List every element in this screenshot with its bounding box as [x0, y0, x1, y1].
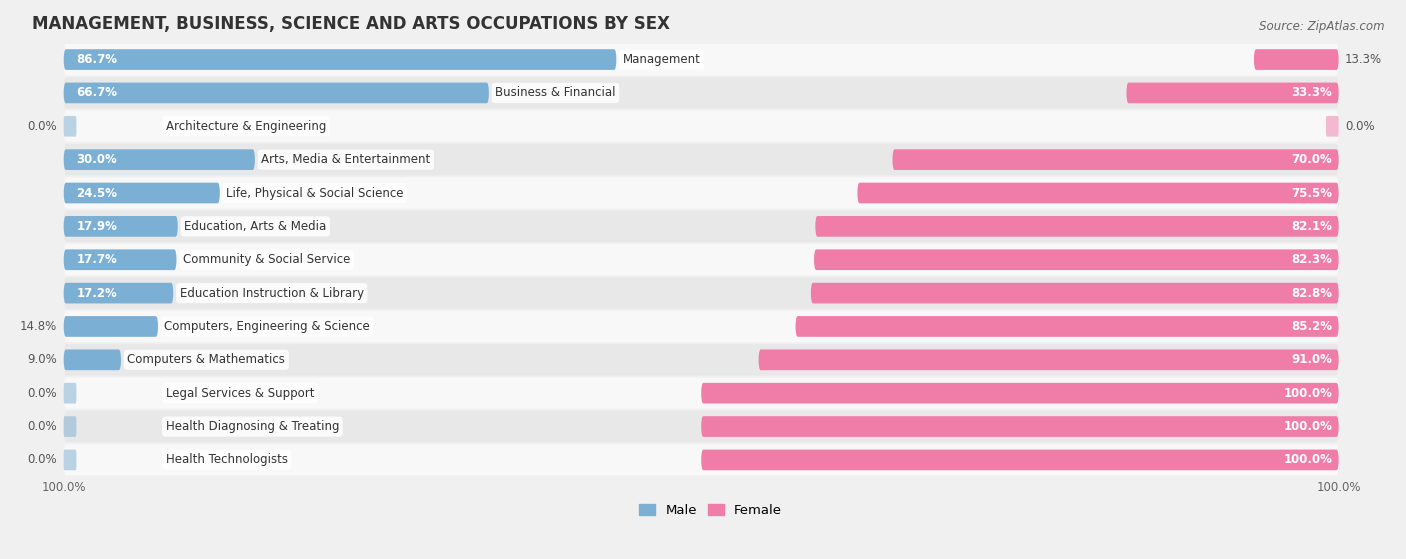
Text: 85.2%: 85.2% [1291, 320, 1333, 333]
FancyBboxPatch shape [63, 216, 177, 236]
Text: Life, Physical & Social Science: Life, Physical & Social Science [226, 187, 404, 200]
FancyBboxPatch shape [63, 144, 1339, 176]
FancyBboxPatch shape [63, 249, 177, 270]
Text: 33.3%: 33.3% [1292, 87, 1333, 100]
Text: 100.0%: 100.0% [1284, 387, 1333, 400]
FancyBboxPatch shape [702, 383, 1339, 404]
FancyBboxPatch shape [63, 277, 1339, 309]
FancyBboxPatch shape [63, 377, 1339, 409]
Text: 91.0%: 91.0% [1292, 353, 1333, 366]
Text: 82.3%: 82.3% [1292, 253, 1333, 266]
Text: MANAGEMENT, BUSINESS, SCIENCE AND ARTS OCCUPATIONS BY SEX: MANAGEMENT, BUSINESS, SCIENCE AND ARTS O… [32, 15, 669, 33]
FancyBboxPatch shape [811, 283, 1339, 304]
Text: Education Instruction & Library: Education Instruction & Library [180, 287, 364, 300]
FancyBboxPatch shape [63, 111, 1339, 142]
FancyBboxPatch shape [63, 444, 1339, 476]
FancyBboxPatch shape [63, 177, 1339, 209]
FancyBboxPatch shape [759, 349, 1339, 370]
Text: Source: ZipAtlas.com: Source: ZipAtlas.com [1260, 20, 1385, 32]
Text: 0.0%: 0.0% [28, 387, 58, 400]
Text: Computers & Mathematics: Computers & Mathematics [128, 353, 285, 366]
FancyBboxPatch shape [63, 49, 616, 70]
Text: Arts, Media & Entertainment: Arts, Media & Entertainment [262, 153, 430, 166]
Legend: Male, Female: Male, Female [634, 499, 787, 522]
FancyBboxPatch shape [814, 249, 1339, 270]
FancyBboxPatch shape [893, 149, 1339, 170]
FancyBboxPatch shape [63, 416, 76, 437]
FancyBboxPatch shape [702, 416, 1339, 437]
Text: 75.5%: 75.5% [1291, 187, 1333, 200]
Text: 100.0%: 100.0% [1284, 420, 1333, 433]
Text: 0.0%: 0.0% [28, 420, 58, 433]
Text: 14.8%: 14.8% [20, 320, 58, 333]
FancyBboxPatch shape [63, 211, 1339, 242]
Text: 0.0%: 0.0% [1346, 120, 1375, 133]
FancyBboxPatch shape [63, 344, 1339, 376]
FancyBboxPatch shape [858, 183, 1339, 203]
FancyBboxPatch shape [815, 216, 1339, 236]
Text: 82.1%: 82.1% [1292, 220, 1333, 233]
Text: Computers, Engineering & Science: Computers, Engineering & Science [165, 320, 370, 333]
Text: 9.0%: 9.0% [28, 353, 58, 366]
Text: 100.0%: 100.0% [1284, 453, 1333, 466]
Text: 82.8%: 82.8% [1291, 287, 1333, 300]
Text: 13.3%: 13.3% [1346, 53, 1382, 66]
FancyBboxPatch shape [1326, 116, 1339, 136]
Text: 86.7%: 86.7% [76, 53, 118, 66]
FancyBboxPatch shape [63, 449, 76, 470]
FancyBboxPatch shape [63, 44, 1339, 75]
FancyBboxPatch shape [796, 316, 1339, 337]
Text: 70.0%: 70.0% [1292, 153, 1333, 166]
Text: 66.7%: 66.7% [76, 87, 118, 100]
FancyBboxPatch shape [702, 449, 1339, 470]
Text: Architecture & Engineering: Architecture & Engineering [166, 120, 326, 133]
Text: 17.2%: 17.2% [76, 287, 117, 300]
Text: Management: Management [623, 53, 700, 66]
Text: Education, Arts & Media: Education, Arts & Media [184, 220, 326, 233]
FancyBboxPatch shape [63, 383, 76, 404]
FancyBboxPatch shape [63, 283, 173, 304]
FancyBboxPatch shape [63, 311, 1339, 342]
FancyBboxPatch shape [63, 149, 254, 170]
FancyBboxPatch shape [63, 116, 76, 136]
Text: Health Diagnosing & Treating: Health Diagnosing & Treating [166, 420, 339, 433]
FancyBboxPatch shape [63, 183, 219, 203]
Text: Community & Social Service: Community & Social Service [183, 253, 350, 266]
Text: 24.5%: 24.5% [76, 187, 118, 200]
Text: 30.0%: 30.0% [76, 153, 117, 166]
Text: Health Technologists: Health Technologists [166, 453, 288, 466]
FancyBboxPatch shape [63, 349, 121, 370]
FancyBboxPatch shape [63, 316, 157, 337]
Text: Business & Financial: Business & Financial [495, 87, 616, 100]
FancyBboxPatch shape [63, 244, 1339, 276]
Text: 17.9%: 17.9% [76, 220, 117, 233]
FancyBboxPatch shape [63, 83, 489, 103]
Text: 0.0%: 0.0% [28, 120, 58, 133]
Text: 17.7%: 17.7% [76, 253, 117, 266]
Text: 0.0%: 0.0% [28, 453, 58, 466]
FancyBboxPatch shape [1126, 83, 1339, 103]
FancyBboxPatch shape [63, 77, 1339, 108]
Text: Legal Services & Support: Legal Services & Support [166, 387, 314, 400]
FancyBboxPatch shape [1254, 49, 1339, 70]
FancyBboxPatch shape [63, 411, 1339, 442]
